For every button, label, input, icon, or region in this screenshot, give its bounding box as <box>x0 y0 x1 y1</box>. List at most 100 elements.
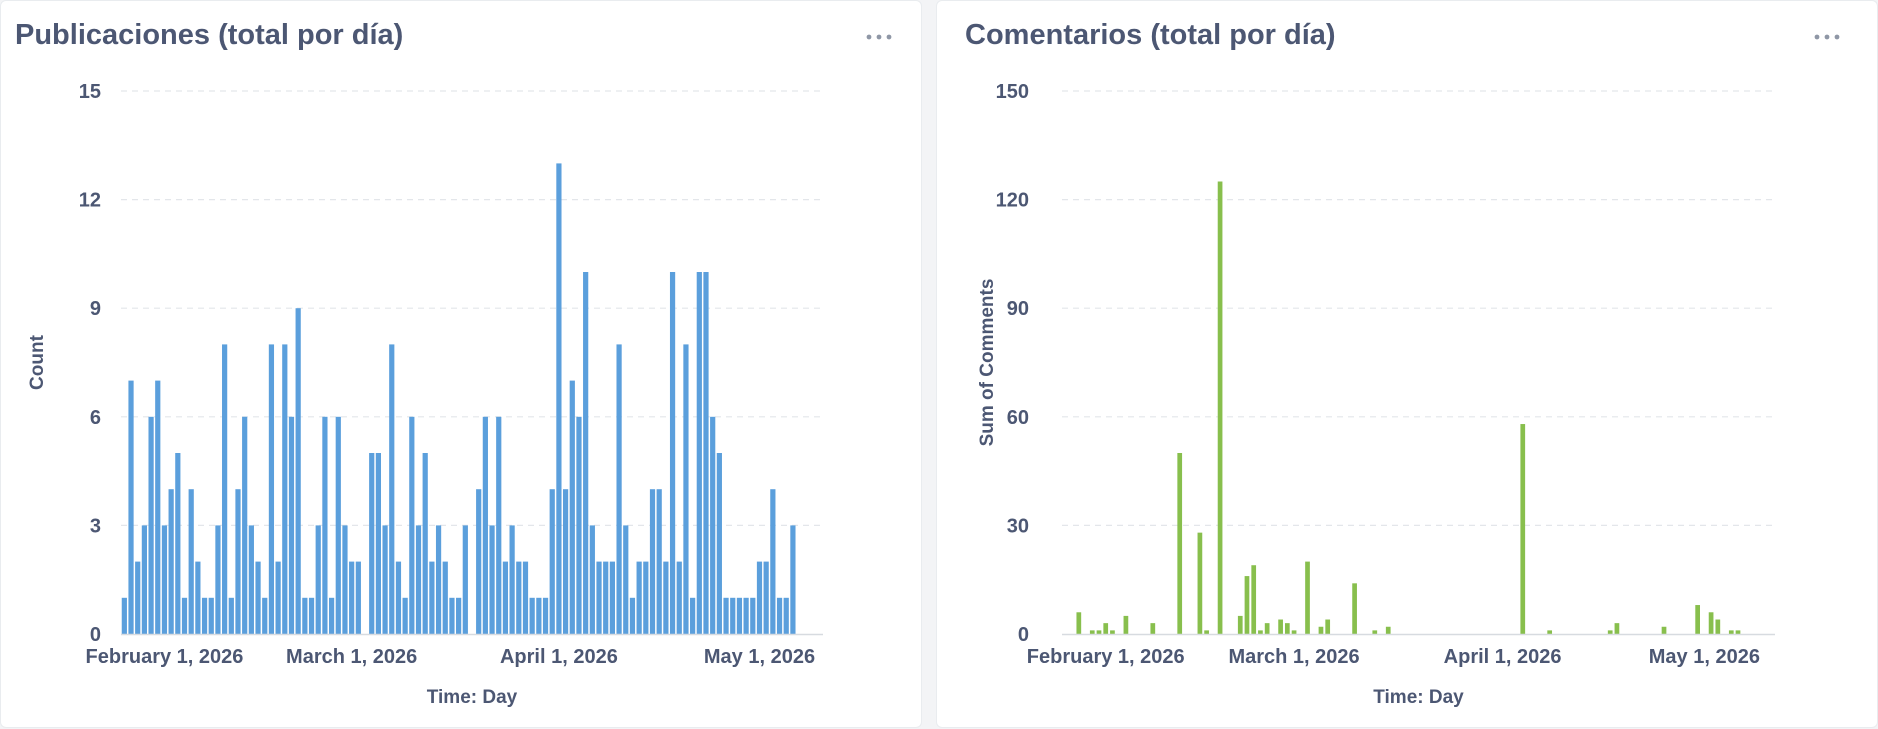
card-title: Publicaciones (total por día) <box>15 19 404 51</box>
bar <box>1284 623 1290 634</box>
bar <box>222 344 228 634</box>
bar <box>215 525 221 634</box>
bar <box>489 525 495 634</box>
x-tick-label: April 1, 2026 <box>500 646 618 668</box>
bar <box>228 597 234 634</box>
bar <box>609 561 615 634</box>
bar <box>349 561 355 634</box>
bar <box>1661 626 1667 634</box>
card-menu-button[interactable] <box>1807 19 1847 55</box>
bar <box>556 163 562 634</box>
bar <box>676 561 682 634</box>
bar <box>382 525 388 634</box>
bar <box>201 597 208 634</box>
bar <box>282 344 288 634</box>
bar <box>496 416 502 634</box>
bar <box>643 561 649 634</box>
bar <box>322 416 328 634</box>
y-tick-label: 12 <box>79 190 101 212</box>
bar <box>1217 181 1223 634</box>
bar <box>589 525 595 634</box>
bar <box>242 416 248 634</box>
bar <box>1695 605 1700 634</box>
y-tick-label: 6 <box>90 407 101 429</box>
bar <box>1291 630 1297 634</box>
bar <box>1385 626 1391 634</box>
bar <box>409 416 415 634</box>
bar <box>121 597 127 634</box>
bar <box>690 597 696 634</box>
card-menu-button[interactable] <box>859 19 899 55</box>
x-tick-label: April 1, 2026 <box>1444 646 1562 668</box>
x-axis-title: Time: Day <box>427 687 518 708</box>
bar <box>509 525 515 634</box>
bar <box>522 561 529 634</box>
bar <box>703 272 709 634</box>
bar <box>335 416 341 634</box>
y-tick-label: 15 <box>79 81 101 103</box>
x-tick-label: May 1, 2026 <box>1649 646 1760 668</box>
bar <box>208 597 214 634</box>
bar <box>1177 453 1183 634</box>
bar <box>1103 623 1109 634</box>
bar <box>195 561 201 634</box>
y-tick-label: 0 <box>1018 624 1029 646</box>
bar <box>716 453 722 634</box>
bar <box>756 561 763 634</box>
bar <box>181 597 188 634</box>
bar <box>1372 630 1378 634</box>
bar <box>168 489 174 634</box>
bar <box>730 597 736 634</box>
bar <box>1735 630 1741 634</box>
bar <box>1728 630 1734 634</box>
card-title: Comentarios (total por día) <box>965 19 1336 51</box>
y-tick-label: 3 <box>90 515 101 537</box>
bar <box>743 597 749 634</box>
bar <box>669 272 676 634</box>
bar <box>710 416 716 634</box>
bar <box>449 597 455 634</box>
bar <box>783 597 789 634</box>
y-tick-label: 150 <box>996 81 1029 103</box>
bar <box>135 561 141 634</box>
bar <box>442 561 448 634</box>
bar <box>1076 612 1082 634</box>
bar <box>476 489 482 634</box>
x-tick-label: February 1, 2026 <box>1027 646 1185 668</box>
bar <box>603 561 609 634</box>
bar <box>1150 623 1156 634</box>
bar <box>683 344 689 634</box>
comments-bar-chart: 0 30 60 90 120 150 February 1, 2026 March 1, 20… <box>977 81 1775 708</box>
bar <box>1237 615 1243 634</box>
bar <box>723 597 729 634</box>
y-tick-label: 60 <box>1007 407 1029 429</box>
ellipsis-icon <box>1814 34 1840 40</box>
bar <box>255 561 261 634</box>
bar <box>616 344 622 634</box>
bar <box>1251 565 1257 634</box>
bar <box>268 344 275 634</box>
bar <box>1520 424 1526 634</box>
bar <box>462 525 468 634</box>
bar <box>623 525 629 634</box>
bar <box>1547 630 1553 634</box>
bar <box>536 597 542 634</box>
bar <box>375 453 381 634</box>
bar <box>1318 626 1324 634</box>
bar <box>482 416 488 634</box>
bar <box>776 597 783 634</box>
bar <box>562 489 569 634</box>
bar <box>128 380 134 634</box>
bar <box>369 453 375 634</box>
x-tick-label: May 1, 2026 <box>704 646 815 668</box>
posts-bar-chart: 0 3 6 9 12 15 February 1, 2026 March 1, 2026 Apr… <box>27 81 823 708</box>
bar <box>308 597 315 634</box>
x-tick-label: February 1, 2026 <box>86 646 244 668</box>
bar <box>1305 561 1310 634</box>
bar <box>629 597 636 634</box>
bar <box>389 344 395 634</box>
bar <box>422 453 428 634</box>
bar <box>175 453 181 634</box>
y-tick-label: 0 <box>90 624 101 646</box>
bar <box>402 597 408 634</box>
